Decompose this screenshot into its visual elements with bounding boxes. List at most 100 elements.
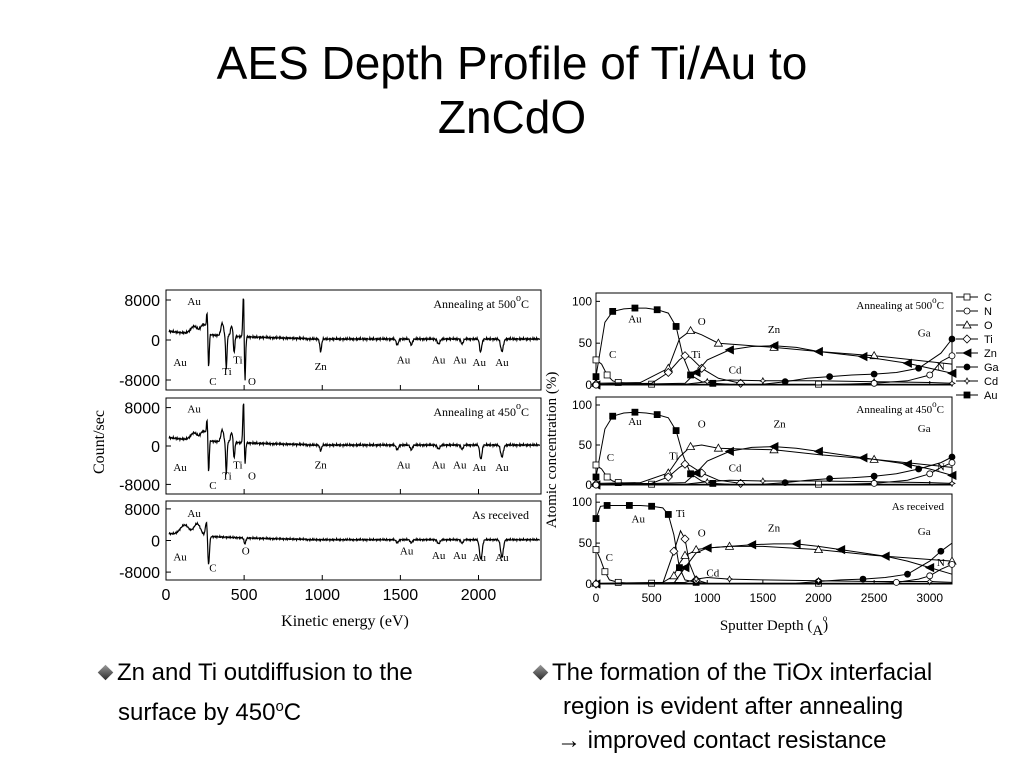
triangle-left-marker xyxy=(680,562,690,573)
x-tick-label: 2500 xyxy=(861,591,888,605)
peak-label: Au xyxy=(432,355,446,367)
diamond-bullet-icon xyxy=(532,664,549,681)
diamond-marker xyxy=(680,534,690,544)
panel-condition-label: As received xyxy=(472,508,529,522)
square-marker xyxy=(653,411,661,419)
element-annotation: Ga xyxy=(918,327,931,339)
series-line-n xyxy=(596,563,953,585)
legend-entry: Ti xyxy=(984,334,993,346)
element-annotation: Zn xyxy=(768,324,781,336)
square-marker xyxy=(815,380,822,388)
series-line-au xyxy=(595,411,730,485)
element-annotation: Au xyxy=(632,514,646,526)
peak-label: Au xyxy=(432,550,446,562)
y-tick-label: 50 xyxy=(579,336,593,350)
series-line-o xyxy=(595,545,953,584)
series-line-o xyxy=(595,444,953,484)
peak-label: C xyxy=(209,376,216,388)
triangle-left-marker xyxy=(902,358,912,368)
x-axis-label: Sputter Depth (A) xyxy=(720,618,828,639)
x-tick-label: 3000 xyxy=(916,591,943,605)
peak-label: Au xyxy=(187,296,201,308)
element-annotation: Zn xyxy=(773,418,786,430)
star-marker xyxy=(925,577,934,586)
triangle-left-marker xyxy=(962,348,972,358)
peak-label: Au xyxy=(397,355,411,367)
circle-marker xyxy=(870,370,878,378)
element-annotation: Ti xyxy=(669,450,678,462)
element-annotation: Cd xyxy=(729,364,742,376)
triangle-marker xyxy=(685,441,696,451)
triangle-marker xyxy=(713,443,724,452)
y-tick-label: 0 xyxy=(585,378,592,392)
triangle-left-marker xyxy=(769,341,779,351)
triangle-left-marker xyxy=(724,345,734,355)
circle-marker xyxy=(592,381,600,389)
panel-condition-label: As received xyxy=(892,501,945,513)
triangle-left-marker xyxy=(835,544,846,555)
peak-label: Au xyxy=(432,460,446,472)
square-marker xyxy=(672,323,680,330)
square-marker xyxy=(815,480,822,488)
square-marker xyxy=(592,546,600,554)
series-line-zn xyxy=(595,345,953,386)
element-annotation: N xyxy=(937,557,945,569)
bullet-right-line3: improved contact resistance xyxy=(587,727,887,754)
star-marker xyxy=(948,479,956,488)
diamond-marker xyxy=(663,472,673,482)
element-annotation: O xyxy=(698,316,706,328)
series-line-n xyxy=(596,462,953,486)
element-annotation: Ti xyxy=(691,349,700,361)
peak-label: Au xyxy=(187,508,201,520)
star-marker xyxy=(758,376,767,385)
square-marker xyxy=(631,304,639,312)
triangle-left-marker xyxy=(791,539,801,549)
square-marker xyxy=(653,306,661,314)
triangle-left-marker xyxy=(813,446,823,457)
triangle-left-marker xyxy=(880,551,890,561)
element-annotation: O xyxy=(698,418,706,430)
x-tick-label: 1500 xyxy=(383,587,419,604)
element-annotation: Au xyxy=(628,416,642,428)
circle-marker xyxy=(904,570,911,578)
peak-label: Au xyxy=(173,357,187,369)
y-tick-label: 50 xyxy=(579,536,593,550)
peak-label: Au xyxy=(473,462,487,474)
square-marker xyxy=(631,408,639,416)
element-annotation: C xyxy=(607,452,614,464)
circle-marker xyxy=(948,459,956,467)
x-tick-label: 2000 xyxy=(805,591,832,605)
circle-marker xyxy=(926,572,934,580)
triangle-left-marker xyxy=(691,468,701,478)
bullet-left-unit: C xyxy=(283,699,302,726)
circle-marker xyxy=(948,335,956,343)
square-marker xyxy=(592,461,600,469)
square-marker xyxy=(709,379,717,387)
bullet-left-line1: Zn and Ti outdiffusion to the xyxy=(117,659,413,686)
triangle-left-marker xyxy=(858,351,868,362)
square-marker xyxy=(603,502,611,509)
legend-entry: Au xyxy=(984,390,997,402)
x-tick-label: 0 xyxy=(162,587,171,604)
series-line-n xyxy=(596,355,953,386)
y-tick-label: 8000 xyxy=(124,293,160,310)
arrow-right-icon: → xyxy=(557,727,581,754)
peak-label: Zn xyxy=(315,460,328,472)
triangle-marker xyxy=(962,320,972,329)
panel-condition-label: Annealing at 450oC xyxy=(433,401,529,419)
triangle-left-marker xyxy=(813,346,823,357)
bullet-left-degree: o xyxy=(275,698,284,715)
element-annotation: N xyxy=(937,462,945,474)
y-tick-label: 100 xyxy=(572,495,592,509)
diamond-marker xyxy=(680,459,690,469)
triangle-left-marker xyxy=(924,562,935,573)
element-annotation: C xyxy=(606,552,613,564)
element-annotation: Zn xyxy=(768,523,781,535)
circle-marker xyxy=(915,364,923,372)
series-line-ga xyxy=(595,338,953,386)
angstrom-ring: o xyxy=(823,613,828,623)
triangle-marker xyxy=(713,338,724,347)
bullet-right-line1: The formation of the TiOx interfacial xyxy=(552,659,933,686)
triangle-left-marker xyxy=(947,470,957,481)
x-tick-label: 2000 xyxy=(461,587,497,604)
